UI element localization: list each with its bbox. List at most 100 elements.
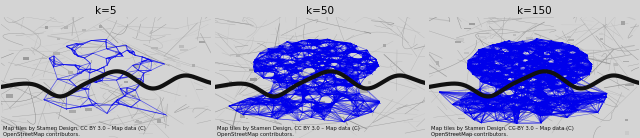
Point: [514, 60, 524, 62]
Point: [478, 62, 488, 64]
Point: [546, 67, 556, 69]
Point: [515, 105, 525, 108]
Point: [260, 60, 270, 62]
Point: [497, 74, 508, 77]
Point: [313, 56, 323, 58]
Point: [260, 67, 271, 70]
Point: [342, 69, 353, 71]
Point: [508, 45, 518, 47]
Point: [515, 69, 525, 71]
Point: [552, 59, 562, 62]
Point: [529, 107, 540, 110]
Point: [507, 98, 517, 100]
Point: [561, 82, 572, 84]
Point: [564, 65, 574, 67]
Point: [260, 64, 270, 66]
Point: [571, 62, 581, 64]
Point: [507, 101, 517, 103]
Point: [550, 72, 560, 74]
Point: [572, 74, 582, 76]
Point: [286, 87, 296, 89]
Point: [330, 82, 340, 84]
Point: [547, 90, 557, 92]
Point: [561, 77, 571, 79]
Point: [506, 76, 516, 78]
Point: [525, 59, 535, 61]
Point: [84, 72, 95, 74]
Point: [541, 100, 552, 102]
Point: [556, 79, 566, 81]
Point: [284, 63, 294, 66]
Bar: [294, 46, 301, 49]
Point: [370, 69, 380, 71]
Point: [503, 84, 513, 86]
Point: [539, 64, 549, 66]
Point: [260, 68, 270, 71]
Point: [561, 63, 571, 65]
Point: [269, 76, 280, 78]
Point: [266, 60, 276, 63]
Point: [286, 66, 296, 68]
Bar: [54, 129, 57, 132]
Point: [534, 88, 545, 91]
Point: [531, 108, 541, 110]
Point: [522, 66, 532, 68]
Point: [328, 83, 339, 86]
Point: [463, 67, 474, 69]
Bar: [177, 63, 181, 67]
Point: [509, 111, 519, 113]
Point: [478, 55, 488, 57]
Point: [547, 71, 557, 74]
Bar: [257, 70, 262, 71]
Point: [550, 44, 560, 46]
Point: [546, 69, 556, 71]
Point: [330, 60, 340, 62]
Point: [570, 73, 580, 75]
Point: [309, 44, 319, 46]
Point: [541, 55, 551, 57]
Point: [538, 104, 548, 106]
Point: [497, 107, 508, 109]
Bar: [536, 96, 543, 98]
Point: [552, 47, 563, 49]
Point: [335, 69, 346, 72]
Point: [530, 49, 540, 52]
Point: [520, 61, 531, 63]
Point: [532, 108, 543, 110]
Point: [479, 54, 489, 57]
Point: [541, 106, 551, 108]
Point: [492, 66, 502, 68]
Point: [536, 114, 546, 116]
Point: [300, 88, 310, 90]
Point: [525, 61, 535, 63]
Point: [303, 49, 314, 52]
Point: [328, 55, 339, 57]
Point: [346, 74, 356, 76]
Bar: [275, 122, 279, 123]
Point: [547, 63, 557, 65]
Point: [541, 49, 552, 51]
Point: [295, 46, 305, 49]
Point: [273, 48, 283, 50]
Point: [558, 96, 568, 99]
Point: [130, 54, 140, 56]
Point: [488, 48, 498, 51]
Point: [499, 43, 509, 46]
Point: [518, 78, 528, 80]
Point: [538, 74, 548, 77]
Point: [349, 69, 360, 71]
Point: [76, 72, 86, 74]
Point: [478, 50, 488, 52]
Point: [498, 51, 508, 53]
Point: [250, 62, 260, 65]
Bar: [110, 85, 113, 87]
Point: [526, 63, 536, 65]
Point: [538, 68, 548, 70]
Point: [528, 46, 538, 48]
Point: [511, 67, 521, 69]
Point: [287, 71, 298, 73]
Point: [361, 63, 371, 65]
Point: [495, 79, 505, 81]
Point: [529, 64, 540, 67]
Point: [300, 99, 310, 101]
